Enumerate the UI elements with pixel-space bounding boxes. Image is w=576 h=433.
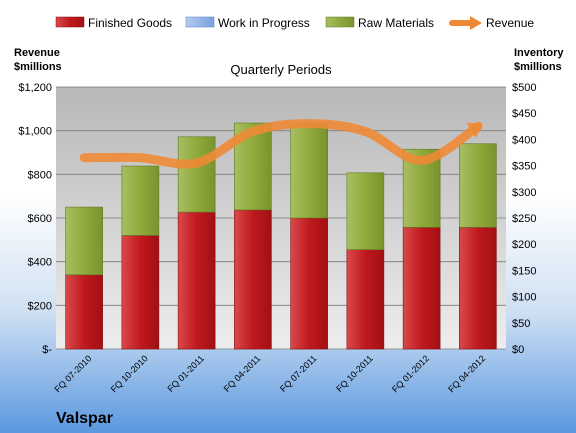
- left-axis-title: Revenue $millions: [14, 47, 63, 73]
- bar-finished-goods: [234, 209, 272, 350]
- right-axis-ticks: $0 $50 $100 $150 $200 $250 $300 $350 $400 $450 $50…: [512, 82, 536, 356]
- bar-finished-goods: [65, 274, 103, 350]
- right-axis-title-line-1: Inventory: [514, 47, 564, 59]
- revenue-line: [79, 119, 483, 169]
- right-tick-label: $50: [512, 318, 530, 330]
- category-label: FQ 07-2011: [278, 353, 319, 394]
- left-tick-label: $1,000: [18, 126, 52, 138]
- legend-arrow-revenue: [470, 16, 482, 30]
- category-label: FQ 04-2011: [222, 353, 263, 394]
- category-label: FQ 01-2011: [165, 353, 206, 394]
- revenue-arrowhead: [466, 122, 484, 139]
- legend-swatch-work-in-progress: [185, 16, 215, 28]
- legend-item-raw-materials: Raw Materials: [325, 16, 434, 30]
- bar-raw-materials: [177, 136, 216, 213]
- bar-raw-materials: [234, 122, 272, 211]
- left-tick-label: $1,200: [18, 82, 52, 94]
- bar-finished-goods: [177, 211, 216, 350]
- left-tick-label: $800: [28, 169, 52, 181]
- left-axis-title-line-2: $millions: [14, 61, 62, 73]
- legend-item-revenue: Revenue: [449, 16, 534, 30]
- legend-swatch-raw-materials: [325, 16, 355, 28]
- right-tick-label: $100: [512, 292, 536, 304]
- bar-raw-materials: [459, 143, 497, 228]
- right-tick-label: $450: [512, 108, 536, 120]
- bar-finished-goods: [346, 249, 385, 350]
- legend-item-work-in-progress: Work in Progress: [185, 16, 310, 30]
- right-tick-label: $500: [512, 82, 536, 94]
- bar-finished-goods: [121, 235, 160, 350]
- legend-label-work-in-progress: Work in Progress: [218, 16, 310, 30]
- left-tick-label: $600: [28, 213, 52, 225]
- bar-finished-goods: [459, 227, 497, 350]
- bar-raw-materials: [65, 206, 103, 276]
- right-tick-label: $300: [512, 187, 536, 199]
- company-name: Valspar: [56, 410, 113, 427]
- left-tick-label: $200: [28, 300, 52, 312]
- legend-item-finished-goods: Finished Goods: [55, 16, 172, 30]
- category-label: FQ 10-2010: [109, 353, 150, 394]
- category-labels: FQ 07-2010 FQ 10-2010 FQ 01-2011 FQ 04-2011…: [53, 353, 488, 394]
- left-axis-title-line-1: Revenue: [14, 47, 60, 59]
- category-label: FQ 04-2012: [446, 353, 487, 394]
- right-axis-title-line-2: $millions: [514, 61, 562, 73]
- left-axis-ticks: $- $200 $400 $600 $800 $1,000 $1,200: [18, 82, 52, 356]
- right-tick-label: $200: [512, 239, 536, 251]
- legend-label-raw-materials: Raw Materials: [358, 16, 434, 30]
- bar-finished-goods: [290, 217, 328, 350]
- legend-label-revenue: Revenue: [486, 16, 534, 30]
- left-tick-label: $-: [42, 344, 52, 356]
- right-axis-title: Inventory $millions: [514, 47, 567, 73]
- right-tick-label: $150: [512, 265, 536, 277]
- legend-label-finished-goods: Finished Goods: [88, 16, 172, 30]
- category-label: FQ 10-2011: [334, 353, 375, 394]
- legend-swatch-finished-goods: [55, 16, 85, 28]
- right-tick-label: $250: [512, 213, 536, 225]
- bars: [65, 122, 497, 350]
- right-tick-label: $350: [512, 161, 536, 173]
- chart-title: Quarterly Periods: [230, 62, 332, 77]
- bar-raw-materials: [290, 123, 328, 219]
- legend: Finished Goods Work in Progress Raw Mate…: [55, 16, 534, 30]
- revenue-series: [79, 119, 484, 169]
- category-label: FQ 07-2010: [53, 353, 94, 394]
- right-tick-label: $0: [512, 344, 524, 356]
- category-label: FQ 01-2012: [390, 353, 431, 394]
- bar-raw-materials: [121, 165, 160, 236]
- left-tick-label: $400: [28, 257, 52, 269]
- bar-raw-materials: [346, 172, 385, 250]
- bar-finished-goods: [402, 227, 441, 350]
- right-tick-label: $400: [512, 134, 536, 146]
